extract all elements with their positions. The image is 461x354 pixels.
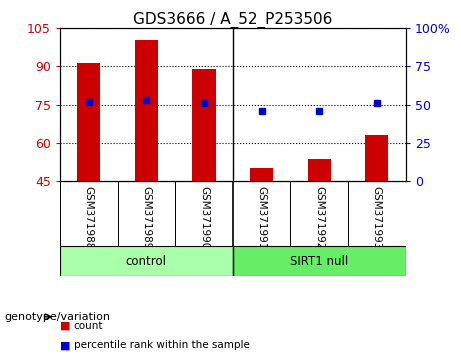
Text: percentile rank within the sample: percentile rank within the sample — [74, 340, 250, 350]
Text: GSM371988: GSM371988 — [84, 186, 94, 250]
Text: ■: ■ — [60, 321, 71, 331]
Bar — [135, 40, 158, 181]
Bar — [60, 246, 233, 276]
Text: count: count — [74, 321, 103, 331]
Text: GSM371991: GSM371991 — [257, 186, 266, 250]
Text: genotype/variation: genotype/variation — [5, 312, 111, 322]
Text: ■: ■ — [60, 340, 71, 350]
Title: GDS3666 / A_52_P253506: GDS3666 / A_52_P253506 — [133, 12, 332, 28]
Text: control: control — [126, 255, 167, 268]
Text: GSM371992: GSM371992 — [314, 186, 324, 250]
Bar — [308, 159, 331, 181]
Bar — [233, 246, 406, 276]
Bar — [365, 135, 388, 181]
Bar — [193, 69, 216, 181]
Text: GSM371989: GSM371989 — [142, 186, 151, 250]
Bar — [250, 168, 273, 181]
Text: GSM371990: GSM371990 — [199, 186, 209, 249]
Text: SIRT1 null: SIRT1 null — [290, 255, 349, 268]
Text: GSM371993: GSM371993 — [372, 186, 382, 250]
Bar — [77, 63, 100, 181]
